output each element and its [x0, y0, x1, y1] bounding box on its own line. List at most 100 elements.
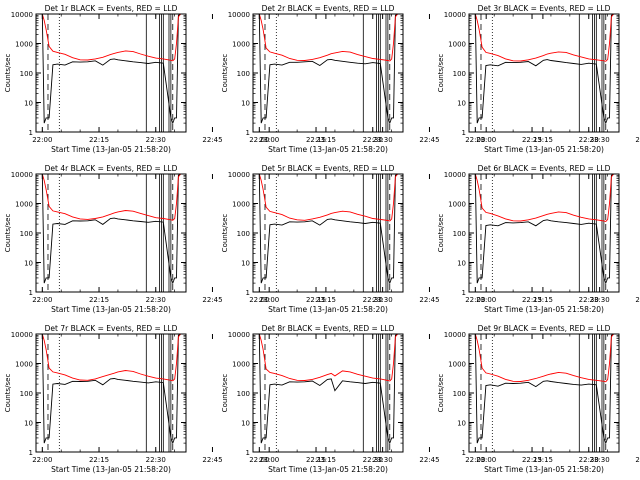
y-tick-label: 1: [462, 129, 466, 137]
x-tick-label: 23:15: [316, 296, 336, 304]
panel-title: Det 4r BLACK = Events, RED = LLD: [45, 164, 178, 173]
y-tick-label: 100: [453, 70, 466, 78]
y-tick-label: 1: [246, 449, 250, 457]
x-tick-label: 23:00: [476, 296, 496, 304]
x-tick-label: 23:30: [590, 136, 610, 144]
series-events-line: [36, 334, 183, 445]
series-lld-line: [36, 334, 183, 382]
y-tick-label: 100: [237, 230, 250, 238]
x-axis-label: Start Time (13-Jan-05 21:58:20): [51, 305, 171, 314]
plot-area: [469, 174, 616, 292]
y-tick-label: 100: [20, 70, 33, 78]
x-tick-label: 22:30: [146, 456, 166, 464]
x-tick-label: 22:30: [579, 456, 599, 464]
x-tick-label: 22:30: [363, 296, 383, 304]
y-tick-label: 100: [453, 230, 466, 238]
y-tick-label: 1000: [232, 41, 250, 49]
x-tick-label: 23:00: [476, 456, 496, 464]
y-tick-label: 1: [29, 129, 33, 137]
x-tick-label: 22:00: [32, 136, 52, 144]
x-tick-label: 22:45: [419, 136, 439, 144]
x-tick-label: 23:00: [259, 136, 279, 144]
series-lld-line: [469, 14, 616, 62]
panel-title: Det 8r BLACK = Events, RED = LLD: [262, 324, 395, 333]
panel-title: Det 6r BLACK = Events, RED = LLD: [478, 164, 611, 173]
x-tick-label: 23:30: [373, 456, 393, 464]
y-axis-label: Counts/sec: [221, 54, 229, 93]
series-events-line: [36, 174, 183, 285]
y-tick-label: 1000: [232, 361, 250, 369]
y-axis-label: Counts/sec: [4, 214, 12, 253]
x-axis-label: Start Time (13-Jan-05 21:58:20): [51, 145, 171, 154]
x-tick-label: 22:15: [89, 136, 109, 144]
y-tick-label: 1000: [232, 201, 250, 209]
panel-det-2: 1 10 100 1000 10000 22:00 22:15 22:30 22:45 23:00…: [221, 4, 610, 154]
x-tick-label: 23:00: [259, 456, 279, 464]
series-lld-line: [253, 14, 400, 62]
panel-det-6: 1 10 100 1000 10000 22:00 22:15 22:30 22:45 23:00…: [437, 164, 640, 314]
panel-det-7: 1 10 100 1000 10000 22:00 22:15 22:30 22:45 23:00…: [4, 324, 393, 474]
x-tick-label: 23:15: [533, 136, 553, 144]
x-tick-label: 22:00: [32, 456, 52, 464]
panel-title: Det 7r BLACK = Events, RED = LLD: [45, 324, 178, 333]
series-lld-line: [36, 174, 183, 221]
plot-area: [253, 174, 400, 292]
x-tick-label: 22:00: [249, 296, 269, 304]
y-axis-label: Counts/sec: [4, 374, 12, 413]
y-tick-label: 1: [246, 129, 250, 137]
x-axis-label: Start Time (13-Jan-05 21:58:20): [51, 465, 171, 474]
y-tick-label: 10000: [228, 11, 250, 19]
y-tick-label: 10000: [228, 331, 250, 339]
x-tick-label: 23:30: [590, 296, 610, 304]
y-tick-label: 10: [457, 100, 466, 108]
x-tick-label: 22:45: [419, 296, 439, 304]
y-axis-label: Counts/sec: [221, 214, 229, 253]
x-tick-label: 22:00: [32, 296, 52, 304]
series-lld-line: [469, 334, 616, 383]
panel-title: Det 2r BLACK = Events, RED = LLD: [262, 4, 395, 13]
y-tick-label: 10000: [11, 11, 33, 19]
panel-det-1: 1 10 100 1000 10000 22:00 22:15 22:30 22:45 23:00…: [4, 4, 393, 154]
x-axis-label: Start Time (13-Jan-05 21:58:20): [268, 145, 388, 154]
x-tick-label: 22:45: [635, 296, 640, 304]
y-tick-label: 10000: [11, 331, 33, 339]
x-tick-label: 22:30: [146, 296, 166, 304]
y-tick-label: 10000: [444, 171, 466, 179]
plot-area: [469, 14, 616, 132]
series-events-line: [469, 14, 616, 125]
panel-det-4: 1 10 100 1000 10000 22:00 22:15 22:30 22:45 23:00…: [4, 164, 393, 314]
plot-area: [36, 334, 183, 452]
x-tick-label: 22:45: [635, 136, 640, 144]
y-tick-label: 100: [20, 230, 33, 238]
y-tick-label: 1: [462, 289, 466, 297]
series-events-line: [469, 334, 616, 445]
plot-area: [36, 14, 183, 132]
series-lld-line: [469, 174, 616, 223]
y-tick-label: 10000: [11, 171, 33, 179]
y-tick-label: 1: [29, 449, 33, 457]
x-tick-label: 22:30: [363, 136, 383, 144]
y-axis-label: Counts/sec: [221, 374, 229, 413]
series-events-line: [253, 174, 400, 285]
panel-title: Det 3r BLACK = Events, RED = LLD: [478, 4, 611, 13]
x-tick-label: 22:00: [249, 136, 269, 144]
x-tick-label: 22:15: [522, 456, 542, 464]
x-axis-label: Start Time (13-Jan-05 21:58:20): [268, 305, 388, 314]
x-tick-label: 23:30: [373, 296, 393, 304]
series-events-line: [36, 14, 183, 125]
y-axis-label: Counts/sec: [437, 374, 445, 413]
x-tick-label: 22:30: [579, 296, 599, 304]
panel-det-5: 1 10 100 1000 10000 22:00 22:15 22:30 22:45 23:00…: [221, 164, 610, 314]
y-tick-label: 10: [24, 420, 33, 428]
y-tick-label: 1000: [15, 41, 33, 49]
y-tick-label: 100: [20, 390, 33, 398]
y-tick-label: 10000: [228, 171, 250, 179]
series-events-line: [253, 334, 400, 445]
y-tick-label: 1000: [448, 41, 466, 49]
plot-area: [36, 174, 183, 292]
x-tick-label: 23:15: [533, 296, 553, 304]
x-tick-label: 23:00: [259, 296, 279, 304]
series-lld-line: [253, 174, 400, 222]
panel-title: Det 9r BLACK = Events, RED = LLD: [478, 324, 611, 333]
y-tick-label: 1000: [15, 361, 33, 369]
